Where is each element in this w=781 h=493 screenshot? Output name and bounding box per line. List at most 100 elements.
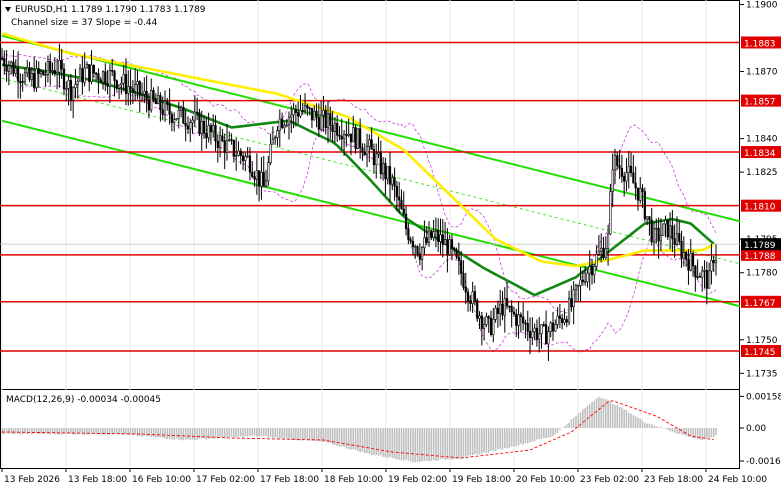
candle-body	[524, 322, 527, 325]
candle-body	[322, 110, 325, 116]
candle-body	[67, 80, 70, 89]
candle-body	[347, 133, 350, 136]
candle-body	[193, 111, 196, 121]
candle-body	[292, 108, 295, 116]
candle-body	[370, 139, 373, 150]
candle-body	[388, 166, 392, 185]
candle-body	[138, 81, 141, 96]
candle-body	[558, 315, 561, 319]
candle-body	[668, 225, 672, 238]
candle-body	[352, 127, 355, 143]
candle-body	[345, 134, 348, 136]
candle-body	[710, 260, 713, 272]
candle-body	[122, 74, 125, 84]
candle-body	[129, 86, 132, 90]
candle-body	[421, 247, 424, 260]
candle-body	[340, 135, 343, 140]
candle-body	[244, 156, 247, 162]
candle-body	[315, 110, 318, 118]
candle-body	[3, 58, 6, 67]
candle-body	[466, 291, 470, 301]
candle-body	[625, 172, 628, 182]
channel-info-label: Channel size = 37 Slope = -0.44	[11, 18, 158, 28]
time-tick-label: 23 Feb 02:00	[580, 475, 639, 485]
candle-body	[441, 234, 444, 245]
candle-body	[230, 139, 233, 141]
time-tick-label: 19 Feb 18:00	[452, 475, 511, 485]
candle-body	[74, 84, 77, 89]
candle-body	[113, 70, 116, 81]
candle-body	[606, 233, 610, 249]
candle-body	[414, 246, 417, 248]
candle-body	[173, 119, 176, 123]
time-tick-label: 24 Feb 10:00	[708, 475, 767, 485]
candle-body	[632, 172, 635, 184]
candle-body	[618, 165, 621, 169]
candle-body	[604, 248, 607, 258]
price-tick-label: 1.1870	[746, 68, 778, 78]
candle-body	[267, 162, 270, 182]
candle-body	[221, 135, 224, 141]
candle-body	[485, 316, 488, 325]
candle-body	[659, 234, 663, 242]
candle-body	[253, 176, 256, 180]
macd-label: MACD(12,26,9) -0.00034 -0.00045	[6, 395, 161, 405]
candle-body	[494, 307, 497, 320]
candle-body	[147, 99, 151, 111]
candle-body	[214, 125, 217, 142]
macd-tick-label: -0.00165	[746, 457, 781, 467]
candle-body	[258, 170, 261, 187]
candle-body	[7, 65, 10, 72]
candle-body	[483, 324, 486, 329]
price-tick-label: 1.1795	[746, 235, 778, 245]
candle-body	[443, 239, 447, 245]
candle-body	[517, 314, 520, 326]
candle-body	[623, 176, 626, 182]
candle-body	[44, 74, 47, 76]
candle-body	[620, 167, 623, 177]
candle-body	[368, 139, 371, 147]
candle-body	[349, 133, 353, 143]
level-label-bg	[741, 248, 781, 261]
candle-body	[212, 125, 215, 133]
candle-body	[613, 155, 617, 171]
macd-tick-label: 0.00158	[746, 392, 781, 402]
candle-body	[51, 70, 54, 72]
candle-body	[386, 166, 389, 180]
candle-body	[689, 252, 692, 271]
candle-body	[306, 105, 309, 109]
candle-body	[235, 155, 238, 157]
candle-body	[416, 246, 419, 255]
candle-body	[205, 132, 208, 138]
candle-body	[19, 80, 22, 83]
candle-body	[207, 125, 210, 138]
candle-body	[106, 83, 109, 87]
candle-body	[616, 155, 619, 166]
candle-body	[508, 305, 511, 308]
candle-body	[150, 90, 153, 111]
candle-body	[16, 67, 20, 82]
candle-body	[219, 135, 222, 149]
candle-body	[698, 275, 702, 278]
candle-body	[39, 71, 43, 75]
candle-body	[655, 227, 658, 230]
candle-body	[627, 165, 630, 173]
candle-body	[499, 303, 502, 314]
symbol-dropdown-icon[interactable]	[5, 7, 11, 12]
candle-body	[462, 273, 465, 288]
candle-body	[166, 100, 169, 105]
candle-body	[90, 64, 93, 82]
candle-body	[714, 259, 718, 264]
candle-body	[115, 80, 118, 89]
candle-body	[554, 324, 557, 332]
candle-body	[446, 239, 449, 256]
candle-body	[379, 152, 382, 175]
symbol-ohlc-label: EURUSD,H1 1.1789 1.1790 1.1783 1.1789	[15, 5, 206, 15]
candle-body	[189, 122, 192, 130]
candle-body	[666, 219, 669, 238]
candle-body	[154, 98, 157, 105]
candle-body	[531, 331, 534, 338]
candle-body	[127, 86, 130, 94]
candle-body	[232, 140, 235, 157]
